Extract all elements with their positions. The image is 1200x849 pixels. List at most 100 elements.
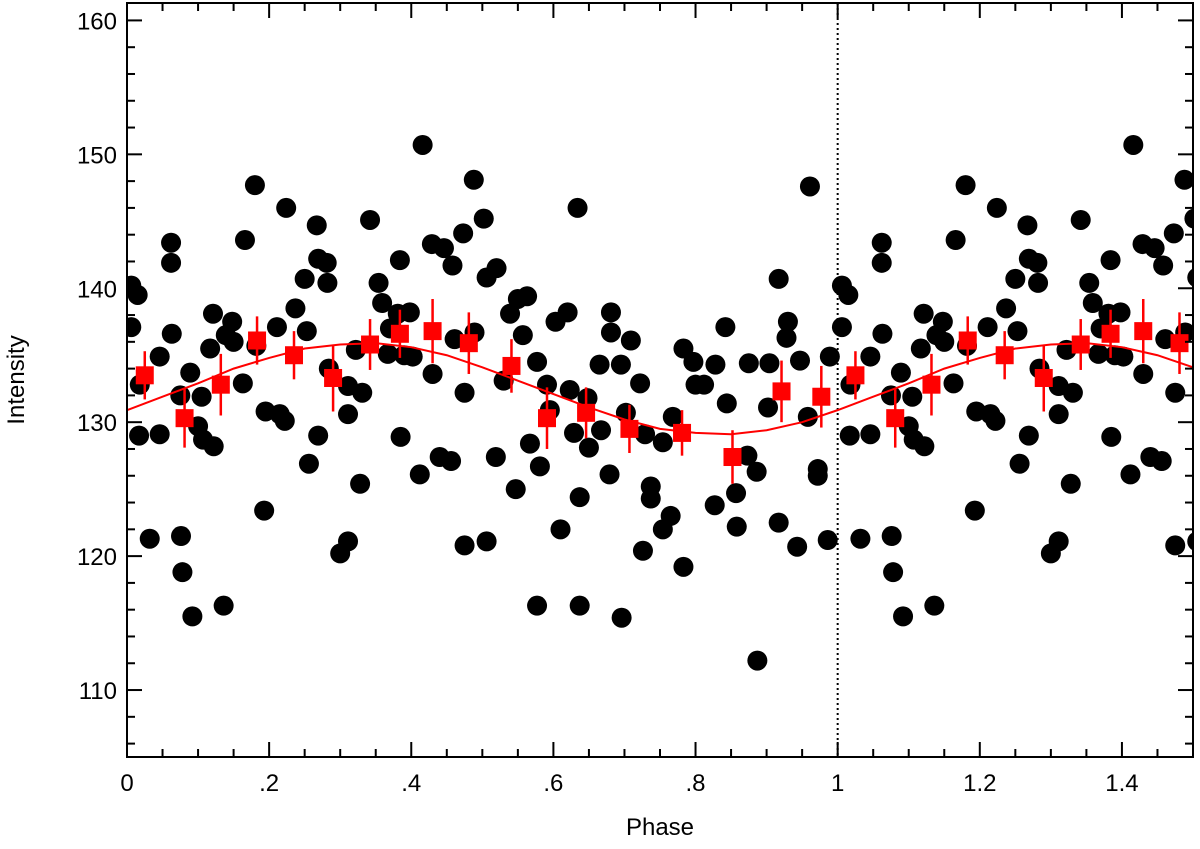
data-point (913, 303, 934, 324)
data-point (1005, 268, 1026, 289)
data-point (1133, 363, 1154, 384)
data-point (600, 302, 621, 323)
data-point (308, 425, 329, 446)
data-point (442, 255, 463, 276)
data-point (1018, 425, 1039, 446)
data-point (512, 325, 533, 346)
plot-area (127, 3, 1193, 757)
data-point (787, 536, 808, 557)
data-point (955, 175, 976, 196)
y-tick-label: 160 (77, 8, 117, 35)
binned-point (1134, 322, 1153, 341)
y-tick-label: 110 (79, 678, 117, 705)
data-point (902, 386, 923, 407)
binned-point (846, 366, 865, 385)
data-point (149, 346, 170, 367)
data-point (1028, 272, 1049, 293)
data-point (232, 373, 253, 394)
data-point (1187, 268, 1193, 287)
data-point (294, 268, 315, 289)
data-point (202, 303, 223, 324)
data-point (296, 321, 317, 342)
data-point (486, 258, 507, 279)
data-point (1101, 426, 1122, 447)
data-point (180, 362, 201, 383)
data-point (883, 562, 904, 583)
binned-point (211, 375, 230, 394)
data-point (738, 353, 759, 374)
data-point (517, 286, 538, 307)
data-point (569, 595, 590, 616)
data-point (819, 346, 840, 367)
data-point (433, 238, 454, 259)
data-point (1009, 453, 1030, 474)
data-point (662, 406, 683, 427)
data-point (768, 268, 789, 289)
x-axis-label: Phase (626, 814, 694, 841)
data-point (1163, 223, 1184, 244)
data-point (377, 343, 398, 364)
data-point (454, 382, 475, 403)
binned-point (135, 366, 154, 385)
data-point (1070, 209, 1091, 230)
data-point (285, 298, 306, 319)
data-point (726, 516, 747, 537)
data-point (1062, 382, 1083, 403)
data-point (306, 215, 327, 236)
data-point (817, 530, 838, 551)
data-point (244, 175, 265, 196)
data-point (149, 424, 170, 445)
data-point (932, 311, 953, 332)
binned-point (995, 346, 1014, 365)
data-point (934, 331, 955, 352)
data-point (223, 331, 244, 352)
data-point (910, 338, 931, 359)
data-point (161, 232, 182, 253)
data-point (1184, 208, 1193, 229)
binned-point (538, 409, 557, 428)
data-point (1153, 255, 1174, 276)
data-point (790, 350, 811, 371)
data-point (171, 526, 192, 547)
x-tick-label: .8 (686, 770, 706, 797)
binned-point (390, 324, 409, 343)
data-point (1174, 169, 1193, 190)
x-tick-label: .4 (401, 770, 421, 797)
data-point (1048, 404, 1069, 425)
data-point (529, 456, 550, 477)
data-point (485, 447, 506, 468)
data-point (127, 284, 148, 305)
data-point (338, 531, 359, 552)
data-point (161, 323, 182, 344)
data-point (527, 351, 548, 372)
data-point (567, 197, 588, 218)
data-point (1187, 532, 1193, 551)
data-point (191, 386, 212, 407)
data-point (476, 531, 497, 552)
binned-point (502, 356, 521, 375)
data-point (838, 284, 859, 305)
data-point (317, 272, 338, 293)
data-point (409, 464, 430, 485)
binned-point (459, 334, 478, 353)
x-tick-label: 0 (120, 770, 133, 797)
data-point (463, 169, 484, 190)
data-point (759, 353, 780, 374)
data-point (635, 424, 656, 445)
binned-point (1170, 334, 1189, 353)
data-point (977, 317, 998, 338)
x-tick-label: 1 (831, 770, 844, 797)
binned-point (620, 419, 639, 438)
data-point (871, 252, 892, 273)
data-point (402, 346, 423, 367)
data-point (182, 606, 203, 627)
data-point (985, 410, 1006, 431)
data-point (683, 351, 704, 372)
binned-point (423, 322, 442, 341)
data-point (620, 330, 641, 351)
data-point (591, 420, 612, 441)
data-point (860, 346, 881, 367)
data-point (129, 425, 150, 446)
data-point (632, 540, 653, 561)
